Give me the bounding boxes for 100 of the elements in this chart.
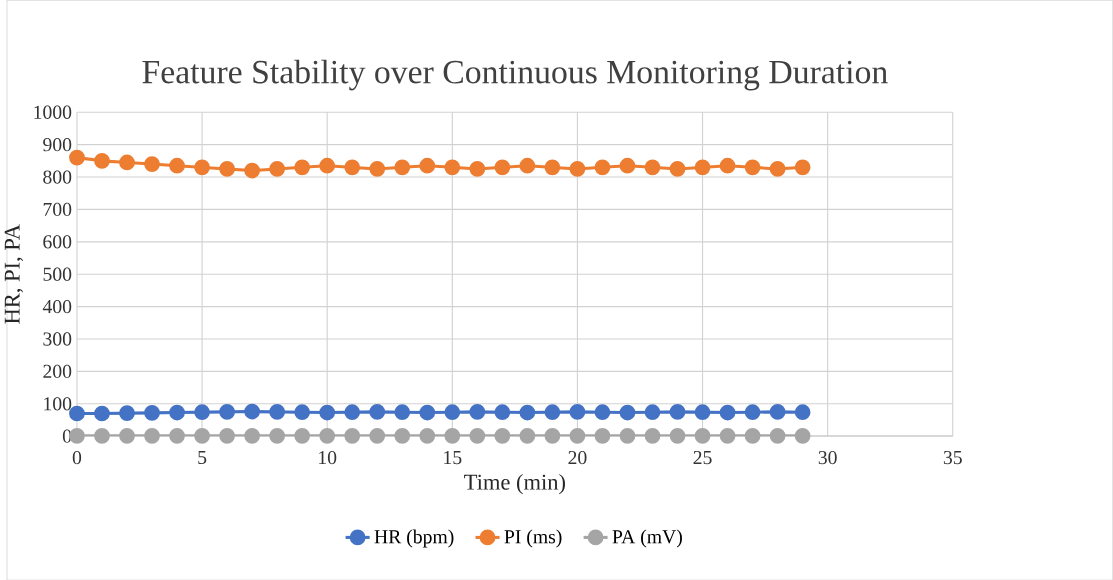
point <box>594 159 611 175</box>
y-tick-label: 1000 <box>34 105 72 119</box>
point <box>769 403 786 420</box>
point <box>694 404 711 420</box>
point <box>144 156 160 172</box>
y-tick-label: 800 <box>43 170 72 184</box>
point <box>319 404 336 421</box>
point <box>394 427 411 444</box>
point <box>94 152 110 169</box>
y-tick-label: 200 <box>43 364 72 378</box>
point <box>394 404 411 420</box>
point <box>119 405 135 421</box>
x-tick-label: 5 <box>198 450 207 464</box>
x-tick-label: 15 <box>444 450 462 464</box>
point <box>169 157 185 174</box>
point <box>444 404 461 420</box>
point <box>519 157 536 174</box>
point <box>594 427 611 444</box>
point <box>294 159 311 175</box>
point <box>269 160 286 177</box>
point <box>244 427 260 444</box>
point <box>719 427 736 444</box>
x-tick-label: 0 <box>72 450 82 465</box>
point <box>769 427 786 444</box>
point <box>269 403 286 420</box>
legend-label: HR (bpm) <box>374 529 454 548</box>
point <box>669 427 686 444</box>
point <box>794 159 811 175</box>
point <box>569 160 586 177</box>
y-tick-label: 400 <box>42 299 72 314</box>
chart-title: Feature Stability over Continuous Monitoring Duration <box>142 59 888 91</box>
point <box>319 157 336 174</box>
y-tick-label: 300 <box>43 332 72 346</box>
point <box>694 159 711 175</box>
point <box>419 427 436 444</box>
point <box>219 403 235 420</box>
y-axis-title: HR, PI, PA <box>4 223 23 324</box>
point <box>569 427 586 444</box>
point <box>619 157 636 174</box>
point <box>469 427 486 444</box>
point <box>469 403 486 420</box>
point <box>169 404 185 421</box>
point <box>444 159 461 175</box>
point <box>669 403 686 420</box>
point <box>519 404 536 421</box>
point <box>344 404 361 420</box>
point <box>744 159 761 175</box>
x-tick-label: 30 <box>818 450 837 465</box>
point <box>719 157 736 174</box>
legend-label: PA (mV) <box>612 529 682 548</box>
point <box>369 160 386 177</box>
y-tick-label: 500 <box>43 267 72 281</box>
point <box>619 427 636 444</box>
point <box>219 160 235 177</box>
point <box>169 427 185 444</box>
legend-label: PI (ms) <box>504 529 562 548</box>
point <box>794 404 811 420</box>
point <box>644 427 661 444</box>
point <box>569 403 586 420</box>
point <box>419 157 436 174</box>
point <box>344 159 361 175</box>
y-tick-label: 600 <box>43 234 72 249</box>
point <box>144 404 160 421</box>
point <box>94 427 110 444</box>
point <box>694 427 711 444</box>
point <box>394 159 411 175</box>
point <box>419 404 436 421</box>
point <box>494 404 511 420</box>
point <box>194 427 210 444</box>
point <box>644 159 661 175</box>
point <box>94 405 110 422</box>
point <box>644 404 661 420</box>
point <box>544 427 561 444</box>
point <box>344 427 361 444</box>
point <box>319 427 336 444</box>
point <box>119 427 135 444</box>
point <box>619 404 636 421</box>
point <box>519 427 536 444</box>
point <box>369 427 386 444</box>
point <box>294 404 311 420</box>
y-tick-label: 700 <box>43 202 72 216</box>
point <box>769 160 786 177</box>
point <box>469 160 486 177</box>
point <box>594 404 611 420</box>
point <box>219 427 235 444</box>
point <box>194 404 210 420</box>
point <box>794 427 811 444</box>
x-tick-label: 35 <box>943 450 962 464</box>
point <box>269 427 286 444</box>
point <box>244 162 260 179</box>
point <box>544 159 561 175</box>
point <box>669 160 686 177</box>
point <box>494 159 511 175</box>
point <box>369 403 386 420</box>
point <box>494 427 511 444</box>
point <box>144 427 160 444</box>
point <box>244 403 260 420</box>
point <box>194 159 210 175</box>
x-tick-label: 20 <box>568 450 587 465</box>
x-tick-label: 10 <box>319 450 337 465</box>
